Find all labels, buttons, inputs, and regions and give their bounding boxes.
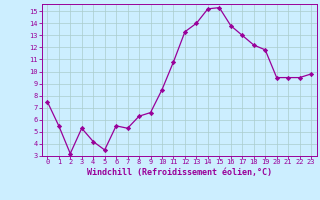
X-axis label: Windchill (Refroidissement éolien,°C): Windchill (Refroidissement éolien,°C): [87, 168, 272, 177]
